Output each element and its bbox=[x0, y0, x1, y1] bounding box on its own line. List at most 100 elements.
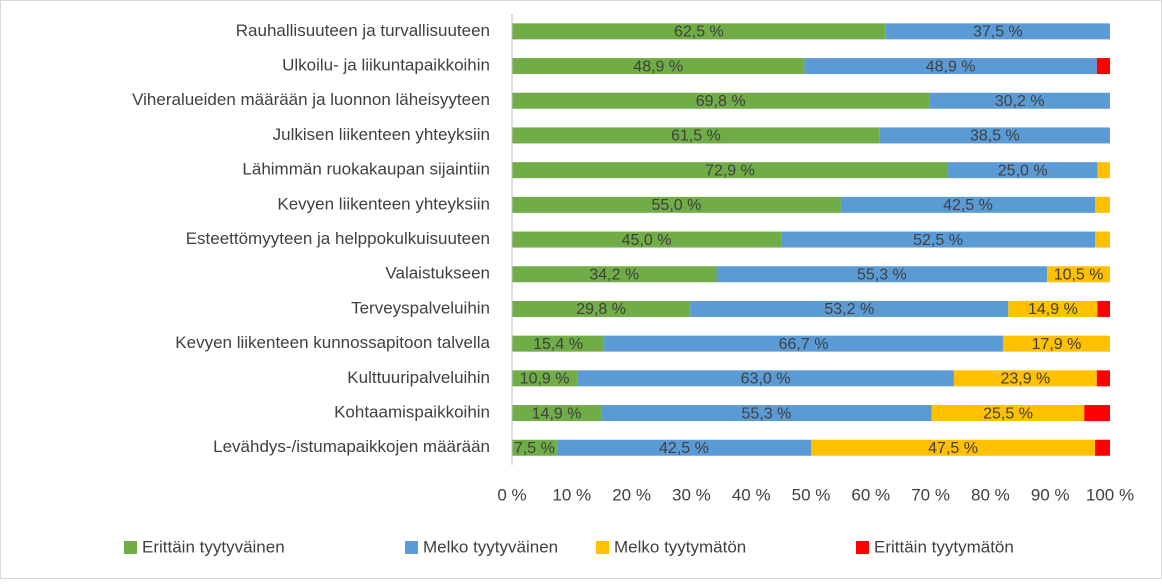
bar-segment bbox=[953, 370, 1097, 387]
legend-label: Erittäin tyytyväinen bbox=[142, 537, 285, 556]
bar-segment bbox=[1002, 335, 1110, 352]
legend-label: Erittäin tyytymätön bbox=[874, 537, 1014, 556]
y-tick-label: Viheralueiden määrään ja luonnon läheisy… bbox=[132, 90, 490, 109]
bar-segment bbox=[512, 58, 805, 75]
x-tick-label: 50 % bbox=[792, 485, 831, 504]
bar-segment bbox=[556, 439, 811, 456]
legend-swatch bbox=[856, 541, 869, 554]
data-label: 34,2 % bbox=[589, 266, 639, 283]
bar-segment bbox=[512, 162, 948, 179]
bar-segment bbox=[1095, 231, 1110, 248]
bar-segment bbox=[512, 196, 841, 213]
data-label: 66,7 % bbox=[779, 336, 829, 353]
y-tick-label: Esteettömyyteen ja helppokulkuisuuteen bbox=[186, 229, 490, 248]
data-label: 48,9 % bbox=[926, 58, 976, 75]
bar-segment bbox=[512, 92, 930, 109]
bar-segment bbox=[931, 405, 1085, 422]
data-label: 55,0 % bbox=[652, 197, 702, 214]
data-label: 10,9 % bbox=[520, 371, 570, 388]
data-label: 48,9 % bbox=[633, 58, 683, 75]
x-tick-label: 40 % bbox=[732, 485, 771, 504]
bar-segment bbox=[512, 266, 717, 283]
bar-segment bbox=[512, 23, 886, 40]
legend-swatch bbox=[596, 541, 609, 554]
y-tick-label: Kulttuuripalveluihin bbox=[347, 368, 490, 387]
data-label: 30,2 % bbox=[995, 93, 1045, 110]
bar-segment bbox=[804, 58, 1097, 75]
bar-segment bbox=[601, 405, 932, 422]
y-tick-label: Julkisen liikenteen yhteyksiin bbox=[273, 125, 490, 144]
bar-segment bbox=[1084, 405, 1110, 422]
data-label: 38,5 % bbox=[970, 128, 1020, 145]
y-tick-label: Kevyen liikenteen yhteyksiin bbox=[277, 194, 490, 213]
bar-segment bbox=[690, 300, 1009, 317]
bar-segment bbox=[1008, 300, 1098, 317]
y-tick-label: Levähdys-/istumapaikkojen määrään bbox=[213, 437, 490, 456]
legend-swatch bbox=[124, 541, 137, 554]
bar-segment bbox=[1095, 196, 1110, 213]
data-label: 10,5 % bbox=[1054, 266, 1104, 283]
data-label: 55,3 % bbox=[857, 266, 907, 283]
data-label: 42,5 % bbox=[943, 197, 993, 214]
x-tick-label: 60 % bbox=[851, 485, 890, 504]
bar-segment bbox=[811, 439, 1096, 456]
data-label: 7,5 % bbox=[514, 440, 555, 457]
bar-segment bbox=[512, 405, 602, 422]
x-tick-label: 100 % bbox=[1086, 485, 1134, 504]
data-label: 47,5 % bbox=[928, 440, 978, 457]
y-tick-label: Terveyspalveluihin bbox=[351, 298, 490, 317]
bar-segment bbox=[947, 162, 1098, 179]
legend-swatch bbox=[405, 541, 418, 554]
data-label: 45,0 % bbox=[622, 232, 672, 249]
x-tick-label: 70 % bbox=[911, 485, 950, 504]
y-tick-label: Kohtaamispaikkoihin bbox=[334, 403, 490, 422]
data-label: 53,2 % bbox=[824, 301, 874, 318]
bar-segment bbox=[1096, 370, 1110, 387]
x-tick-label: 90 % bbox=[1031, 485, 1070, 504]
bar-segment bbox=[840, 196, 1096, 213]
y-tick-label: Lähimmän ruokakaupan sijaintiin bbox=[242, 160, 490, 179]
data-label: 17,9 % bbox=[1032, 336, 1082, 353]
data-label: 29,8 % bbox=[576, 301, 626, 318]
data-label: 25,0 % bbox=[998, 162, 1048, 179]
data-label: 15,4 % bbox=[533, 336, 583, 353]
x-tick-label: 20 % bbox=[612, 485, 651, 504]
bar-segment bbox=[512, 300, 691, 317]
bar-segment bbox=[1097, 162, 1110, 179]
data-label: 14,9 % bbox=[1028, 301, 1078, 318]
bar-segment bbox=[512, 370, 578, 387]
bar-segment bbox=[512, 439, 557, 456]
data-label: 23,9 % bbox=[1000, 371, 1050, 388]
bar-segment bbox=[512, 231, 782, 248]
x-tick-label: 30 % bbox=[672, 485, 711, 504]
data-label: 25,5 % bbox=[983, 405, 1033, 422]
y-tick-label: Ulkoilu- ja liikuntapaikkoihin bbox=[282, 56, 490, 75]
y-tick-label: Rauhallisuuteen ja turvallisuuteen bbox=[236, 21, 490, 40]
legend-label: Melko tyytymätön bbox=[614, 537, 746, 556]
bar-segment bbox=[512, 335, 605, 352]
bar-segment bbox=[885, 23, 1110, 40]
bar-segment bbox=[604, 335, 1003, 352]
bar-segment bbox=[781, 231, 1096, 248]
x-tick-label: 10 % bbox=[552, 485, 591, 504]
data-label: 62,5 % bbox=[674, 24, 724, 41]
data-label: 42,5 % bbox=[659, 440, 709, 457]
legend-label: Melko tyytyväinen bbox=[423, 537, 558, 556]
bar-segment bbox=[577, 370, 954, 387]
bar-segment bbox=[1095, 439, 1110, 456]
bar-segment bbox=[1047, 266, 1110, 283]
data-label: 37,5 % bbox=[973, 24, 1023, 41]
x-tick-label: 80 % bbox=[971, 485, 1010, 504]
bar-segment bbox=[716, 266, 1048, 283]
data-label: 14,9 % bbox=[532, 405, 582, 422]
data-label: 63,0 % bbox=[741, 371, 791, 388]
y-tick-label: Valaistukseen bbox=[385, 264, 490, 283]
y-tick-label: Kevyen liikenteen kunnossapitoon talvell… bbox=[175, 333, 490, 352]
data-label: 69,8 % bbox=[696, 93, 746, 110]
bar-segment bbox=[512, 127, 880, 144]
bar-segment bbox=[929, 92, 1110, 109]
data-label: 55,3 % bbox=[742, 405, 792, 422]
data-label: 72,9 % bbox=[705, 162, 755, 179]
